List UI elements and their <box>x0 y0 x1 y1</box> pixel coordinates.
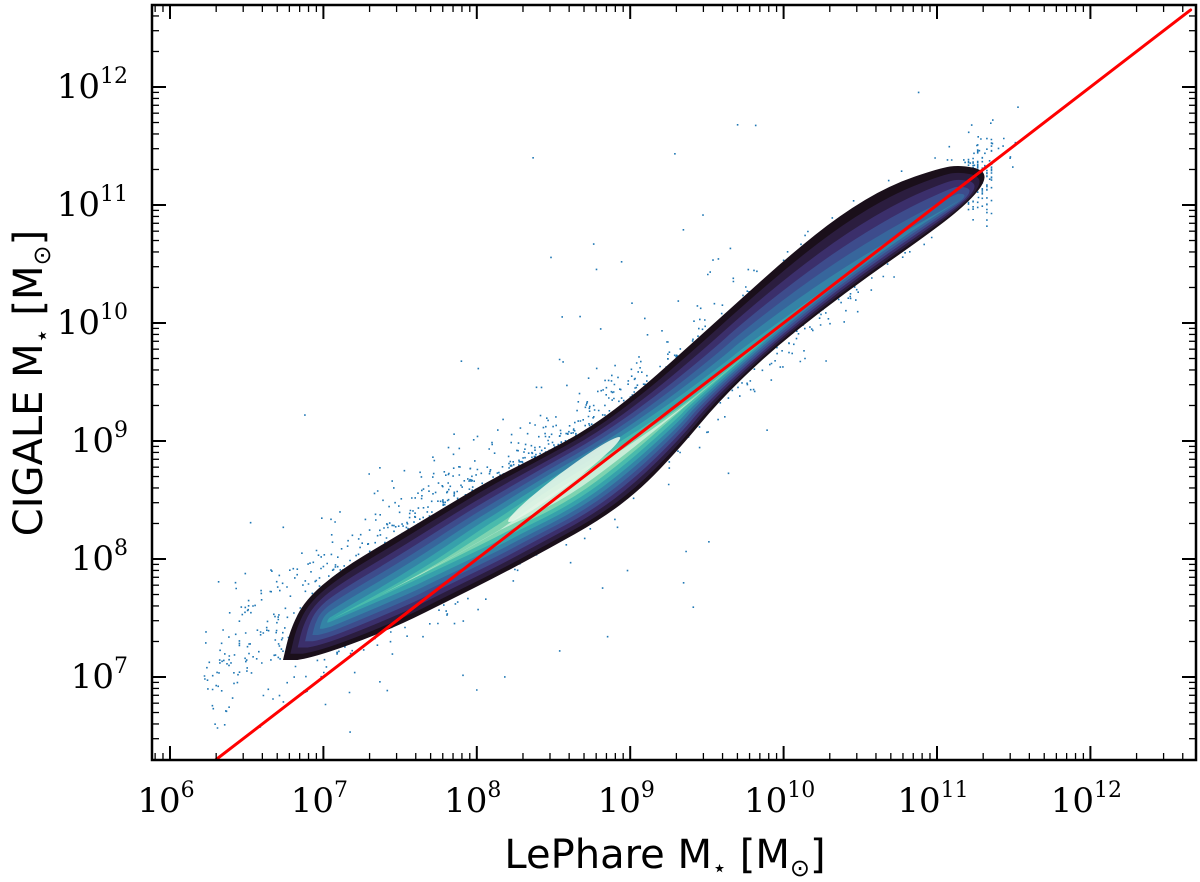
y-axis-title: CIGALE M⋆ [M⊙] <box>6 230 56 536</box>
major-ticks <box>152 5 1196 760</box>
x-tick-label: 1012 <box>1051 778 1122 821</box>
x-tick-label: 107 <box>291 778 348 821</box>
x-tick-label: 1011 <box>897 778 968 821</box>
plot-frame <box>150 3 1198 762</box>
x-tick-label: 106 <box>137 778 194 821</box>
x-tick-label: 108 <box>444 778 501 821</box>
y-tick-label: 1011 <box>57 182 128 225</box>
one-to-one-line <box>214 8 1193 760</box>
y-tick-label: 1010 <box>57 300 128 343</box>
x-tick-label: 1010 <box>744 778 815 821</box>
x-tick-labels: 106 107 108 109 1010 1011 1012 <box>137 778 1122 821</box>
y-tick-label: 109 <box>71 418 128 461</box>
y-tick-label: 1012 <box>57 64 128 107</box>
y-tick-label: 107 <box>71 654 128 697</box>
y-tick-label: 108 <box>71 536 128 579</box>
y-tick-labels: 107 108 109 1010 1011 1012 <box>57 64 128 697</box>
density-contours <box>283 165 985 660</box>
x-tick-label: 109 <box>598 778 655 821</box>
x-axis-title: LePhare M⋆ [M⊙] <box>504 832 825 882</box>
plot-area <box>203 8 1193 760</box>
